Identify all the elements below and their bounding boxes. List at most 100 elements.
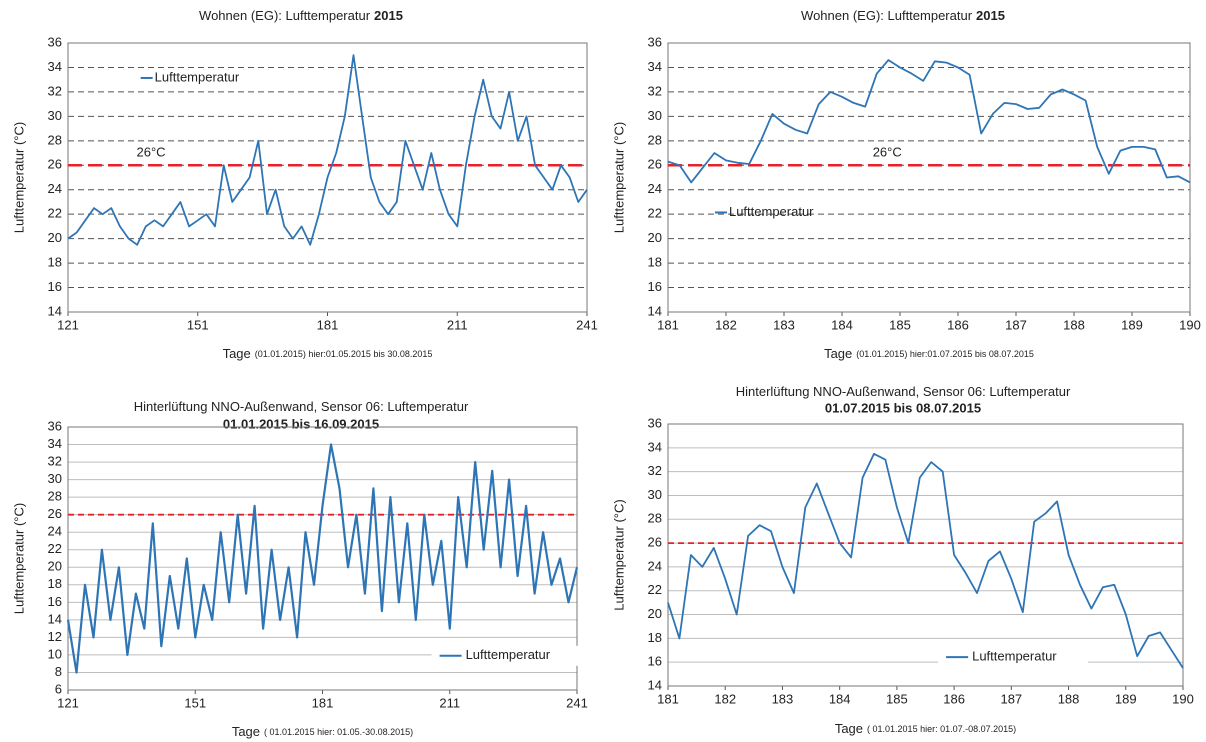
y-axis-label: Lufttemperatur (°C)	[11, 122, 26, 233]
y-tick-label: 30	[648, 487, 662, 502]
y-tick-label: 32	[48, 83, 62, 98]
x-axis-note: (01.01.2015) hier:01.05.2015 bis 30.08.2…	[255, 349, 433, 359]
legend-label: Lufttemperatur	[729, 204, 814, 219]
y-tick-label: 22	[648, 206, 662, 221]
x-tick-label: 187	[1000, 691, 1022, 706]
x-tick-label: 241	[576, 317, 598, 332]
y-tick-label: 26	[48, 157, 62, 172]
plot-frame	[667, 423, 1184, 687]
chart-title: Wohnen (EG): Lufttemperatur 2015	[801, 8, 1005, 23]
y-tick-label: 14	[48, 303, 62, 318]
x-tick-label: 182	[715, 317, 737, 332]
plot-frame	[667, 42, 1191, 313]
x-axis-label: Tage (01.01.2015) hier:01.07.2015 bis 08.…	[824, 346, 1034, 361]
y-axis-label: Lufttemperatur (°C)	[611, 499, 626, 610]
y-tick-label: 22	[648, 582, 662, 597]
y-tick-label: 36	[648, 415, 662, 430]
x-tick-label: 188	[1058, 691, 1080, 706]
title-bold: 2015	[374, 8, 403, 23]
y-tick-label: 18	[648, 255, 662, 270]
y-tick-label: 14	[48, 611, 62, 626]
legend-box	[431, 645, 582, 666]
y-tick-label: 26	[648, 535, 662, 550]
y-tick-label: 28	[48, 489, 62, 504]
plot-frame	[67, 426, 578, 691]
x-tick-label: 151	[184, 695, 206, 710]
data-line	[66, 443, 579, 674]
x-tick-label: 181	[317, 317, 339, 332]
y-tick-label: 32	[648, 463, 662, 478]
x-tick-label: 241	[566, 695, 588, 710]
y-tick-label: 28	[648, 132, 662, 147]
x-tick-label: 188	[1063, 317, 1085, 332]
y-tick-label: 30	[48, 471, 62, 486]
y-tick-label: 16	[648, 654, 662, 669]
y-axis-label: Lufttemperatur (°C)	[11, 503, 26, 614]
x-tick-label: 190	[1179, 317, 1201, 332]
chart-title: Hinterlüftung NNO-Außenwand, Sensor 06: …	[134, 399, 469, 414]
y-tick-label: 18	[648, 630, 662, 645]
y-tick-label: 22	[48, 206, 62, 221]
x-tick-label: 121	[57, 317, 79, 332]
threshold-label: 26°C	[137, 145, 166, 160]
y-tick-label: 6	[55, 681, 62, 696]
x-tick-label: 183	[772, 691, 794, 706]
y-tick-label: 20	[648, 606, 662, 621]
y-tick-label: 10	[48, 646, 62, 661]
legend-label: Lufttemperatur	[155, 69, 240, 84]
y-tick-label: 34	[48, 59, 62, 74]
title-bold: 2015	[976, 8, 1005, 23]
title-text: Hinterlüftung NNO-Außenwand, Sensor 06: …	[134, 399, 469, 414]
y-tick-label: 20	[48, 559, 62, 574]
x-tick-label: 185	[886, 691, 908, 706]
title-text: Wohnen (EG): Lufttemperatur	[199, 8, 371, 23]
x-tick-label: 121	[57, 695, 79, 710]
data-line	[667, 452, 1184, 669]
x-axis-label: Tage ( 01.01.2015 hier: 01.05.-30.08.2015…	[232, 724, 413, 739]
y-tick-label: 16	[648, 279, 662, 294]
y-tick-label: 28	[48, 132, 62, 147]
x-axis-label: Tage ( 01.01.2015 hier: 01.07.-08.07.2015…	[835, 721, 1016, 736]
x-axis-note: ( 01.01.2015 hier: 01.05.-30.08.2015)	[264, 727, 413, 737]
y-tick-label: 36	[48, 34, 62, 49]
y-tick-label: 34	[648, 59, 662, 74]
y-tick-label: 18	[48, 255, 62, 270]
y-tick-label: 18	[48, 576, 62, 591]
x-axis-title: Tage	[232, 724, 260, 739]
title-text: Hinterlüftung NNO-Außenwand, Sensor 06: …	[736, 384, 1071, 399]
y-tick-label: 24	[648, 558, 662, 573]
x-tick-label: 182	[714, 691, 736, 706]
y-axis-label: Lufttemperatur (°C)	[611, 122, 626, 233]
y-tick-label: 20	[48, 230, 62, 245]
y-tick-label: 26	[48, 506, 62, 521]
x-tick-label: 181	[657, 317, 679, 332]
y-tick-label: 30	[48, 108, 62, 123]
y-tick-label: 22	[48, 541, 62, 556]
data-line	[667, 59, 1191, 184]
x-tick-label: 183	[773, 317, 795, 332]
y-tick-label: 32	[48, 454, 62, 469]
x-tick-label: 187	[1005, 317, 1027, 332]
y-tick-label: 28	[648, 511, 662, 526]
x-tick-label: 181	[312, 695, 334, 710]
x-tick-label: 181	[657, 691, 679, 706]
x-axis-title: Tage	[835, 721, 863, 736]
x-tick-label: 190	[1172, 691, 1194, 706]
y-tick-label: 34	[48, 436, 62, 451]
y-tick-label: 20	[648, 230, 662, 245]
x-axis-note: ( 01.01.2015 hier: 01.07.-08.07.2015)	[867, 724, 1016, 734]
y-tick-label: 34	[648, 439, 662, 454]
threshold-label: 26°C	[873, 145, 902, 160]
y-tick-label: 24	[48, 524, 62, 539]
y-tick-label: 30	[648, 108, 662, 123]
x-axis-title: Tage	[223, 346, 251, 361]
y-tick-label: 16	[48, 279, 62, 294]
legend-label: Lufttemperatur	[466, 647, 551, 662]
chart-subtitle: 01.01.2015 bis 16.09.2015	[223, 416, 379, 431]
x-tick-label: 184	[829, 691, 851, 706]
x-tick-label: 151	[187, 317, 209, 332]
y-tick-label: 24	[48, 181, 62, 196]
x-tick-label: 211	[439, 695, 460, 710]
x-tick-label: 184	[831, 317, 853, 332]
